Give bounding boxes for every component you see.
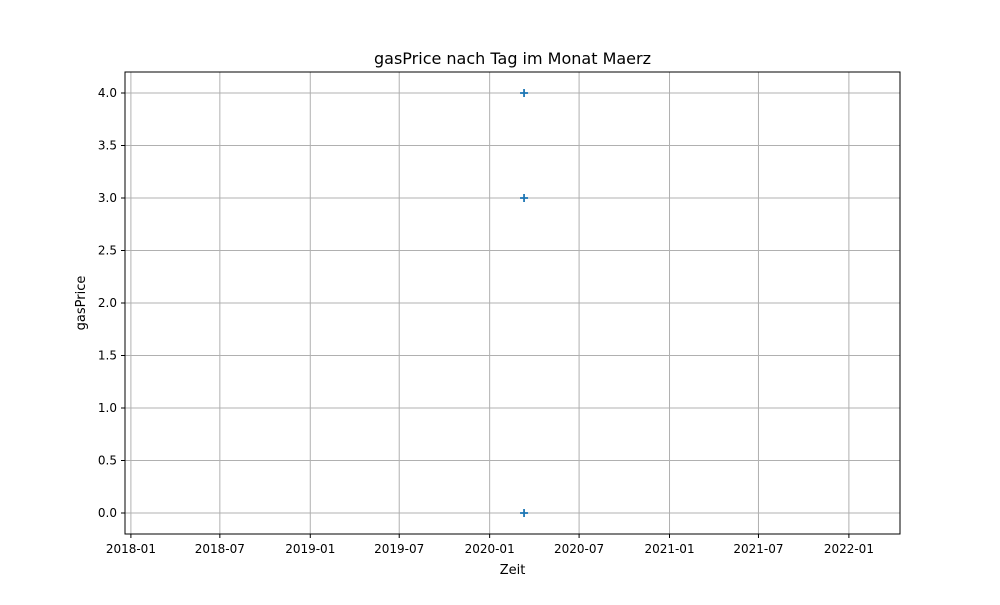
x-tick-label: 2018-01 (106, 542, 156, 556)
data-point-marker (520, 509, 529, 517)
x-tick-label: 2018-07 (195, 542, 245, 556)
x-tick-label: 2020-01 (465, 542, 515, 556)
x-tick-label: 2019-01 (285, 542, 335, 556)
x-tick-label: 2021-07 (733, 542, 783, 556)
x-tick-label: 2022-01 (824, 542, 874, 556)
y-tick-label: 2.5 (98, 244, 117, 258)
y-tick-label: 2.0 (98, 296, 117, 310)
y-tick-label: 0.0 (98, 506, 117, 520)
x-tick-label: 2020-07 (554, 542, 604, 556)
y-tick-label: 0.5 (98, 454, 117, 468)
x-axis-ticks: 2018-01 2018-07 2019-01 2019-07 2020-01 2020-… (106, 534, 874, 556)
data-point-marker (520, 89, 529, 97)
grid (125, 72, 900, 534)
y-tick-label: 1.0 (98, 401, 117, 415)
x-axis-label: Zeit (500, 563, 526, 578)
x-tick-label: 2021-01 (644, 542, 694, 556)
y-tick-label: 3.0 (98, 191, 117, 205)
x-tick-label: 2019-07 (374, 542, 424, 556)
y-tick-label: 1.5 (98, 349, 117, 363)
y-axis-label: gasPrice (74, 276, 89, 331)
y-tick-label: 3.5 (98, 139, 117, 153)
data-points (520, 89, 529, 517)
y-tick-label: 4.0 (98, 86, 117, 100)
y-axis-ticks: 0.0 0.5 1.0 1.5 2.0 2.5 3.0 3.5 4.0 (98, 86, 125, 520)
chart-title: gasPrice nach Tag im Monat Maerz (374, 49, 651, 68)
data-point-marker (520, 194, 529, 202)
